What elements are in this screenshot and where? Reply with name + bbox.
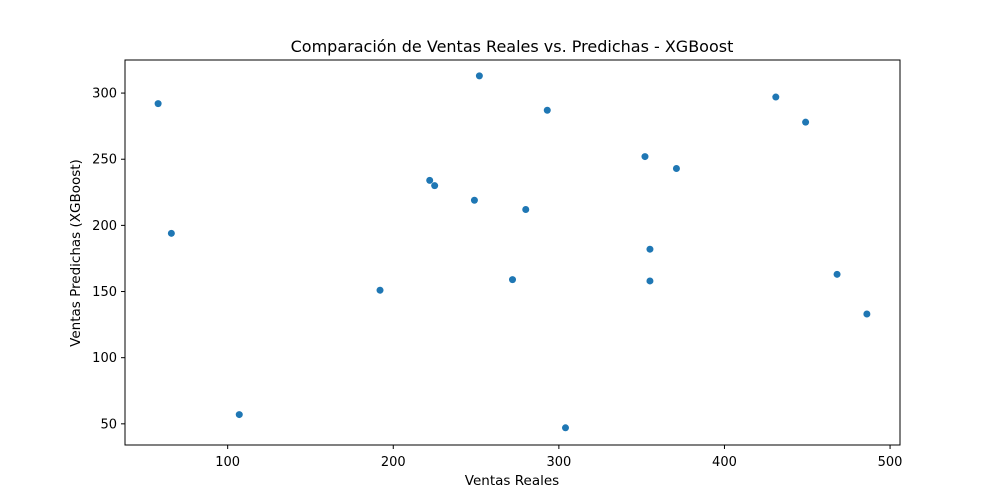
x-axis-label: Ventas Reales bbox=[465, 473, 559, 489]
y-tick-label: 150 bbox=[92, 285, 117, 300]
x-tick-label: 200 bbox=[381, 455, 406, 470]
plot-area-frame bbox=[124, 59, 901, 446]
y-tick-label: 200 bbox=[92, 219, 117, 234]
chart-title: Comparación de Ventas Reales vs. Predich… bbox=[291, 37, 734, 56]
axis-ticks: 100 200 300 400 500 50 100 150 200 250 300 bbox=[92, 87, 902, 470]
scatter-point bbox=[509, 276, 516, 284]
y-tick-label: 50 bbox=[100, 417, 117, 432]
data-points bbox=[154, 72, 871, 432]
scatter-point bbox=[475, 72, 483, 80]
scatter-point bbox=[863, 310, 871, 318]
scatter-point bbox=[426, 176, 434, 184]
scatter-point bbox=[641, 153, 649, 161]
scatter-point bbox=[470, 196, 478, 204]
x-tick-label: 300 bbox=[546, 455, 571, 470]
scatter-point bbox=[431, 182, 439, 190]
scatter-point bbox=[772, 93, 780, 101]
x-tick-label: 500 bbox=[878, 455, 903, 470]
scatter-point bbox=[561, 424, 569, 432]
scatter-point bbox=[646, 277, 654, 285]
scatter-point bbox=[646, 245, 654, 253]
x-tick-label: 400 bbox=[712, 455, 737, 470]
scatter-point bbox=[802, 118, 810, 126]
y-tick-label: 250 bbox=[92, 153, 117, 168]
scatter-point bbox=[154, 100, 162, 108]
y-tick-label: 300 bbox=[92, 87, 117, 102]
scatter-point bbox=[522, 206, 530, 214]
scatter-point bbox=[376, 286, 384, 294]
scatter-point bbox=[543, 106, 551, 114]
scatter-point bbox=[167, 229, 175, 237]
x-tick-label: 100 bbox=[215, 455, 240, 470]
y-tick-label: 100 bbox=[92, 351, 117, 366]
scatter-point bbox=[672, 164, 680, 172]
scatter-point bbox=[833, 270, 841, 278]
scatter-point bbox=[235, 411, 243, 419]
y-axis-label: Ventas Predichas (XGBoost) bbox=[68, 159, 84, 347]
